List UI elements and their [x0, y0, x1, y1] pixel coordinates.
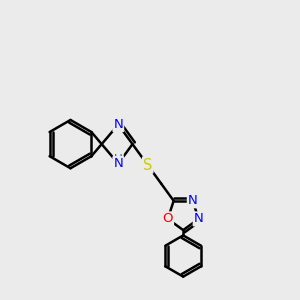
- Text: S: S: [143, 158, 152, 172]
- Text: N: N: [113, 157, 123, 170]
- Text: N: N: [113, 118, 123, 131]
- Text: N: N: [194, 212, 203, 225]
- Text: O: O: [163, 212, 173, 225]
- Text: H: H: [114, 153, 123, 166]
- Text: N: N: [188, 194, 198, 207]
